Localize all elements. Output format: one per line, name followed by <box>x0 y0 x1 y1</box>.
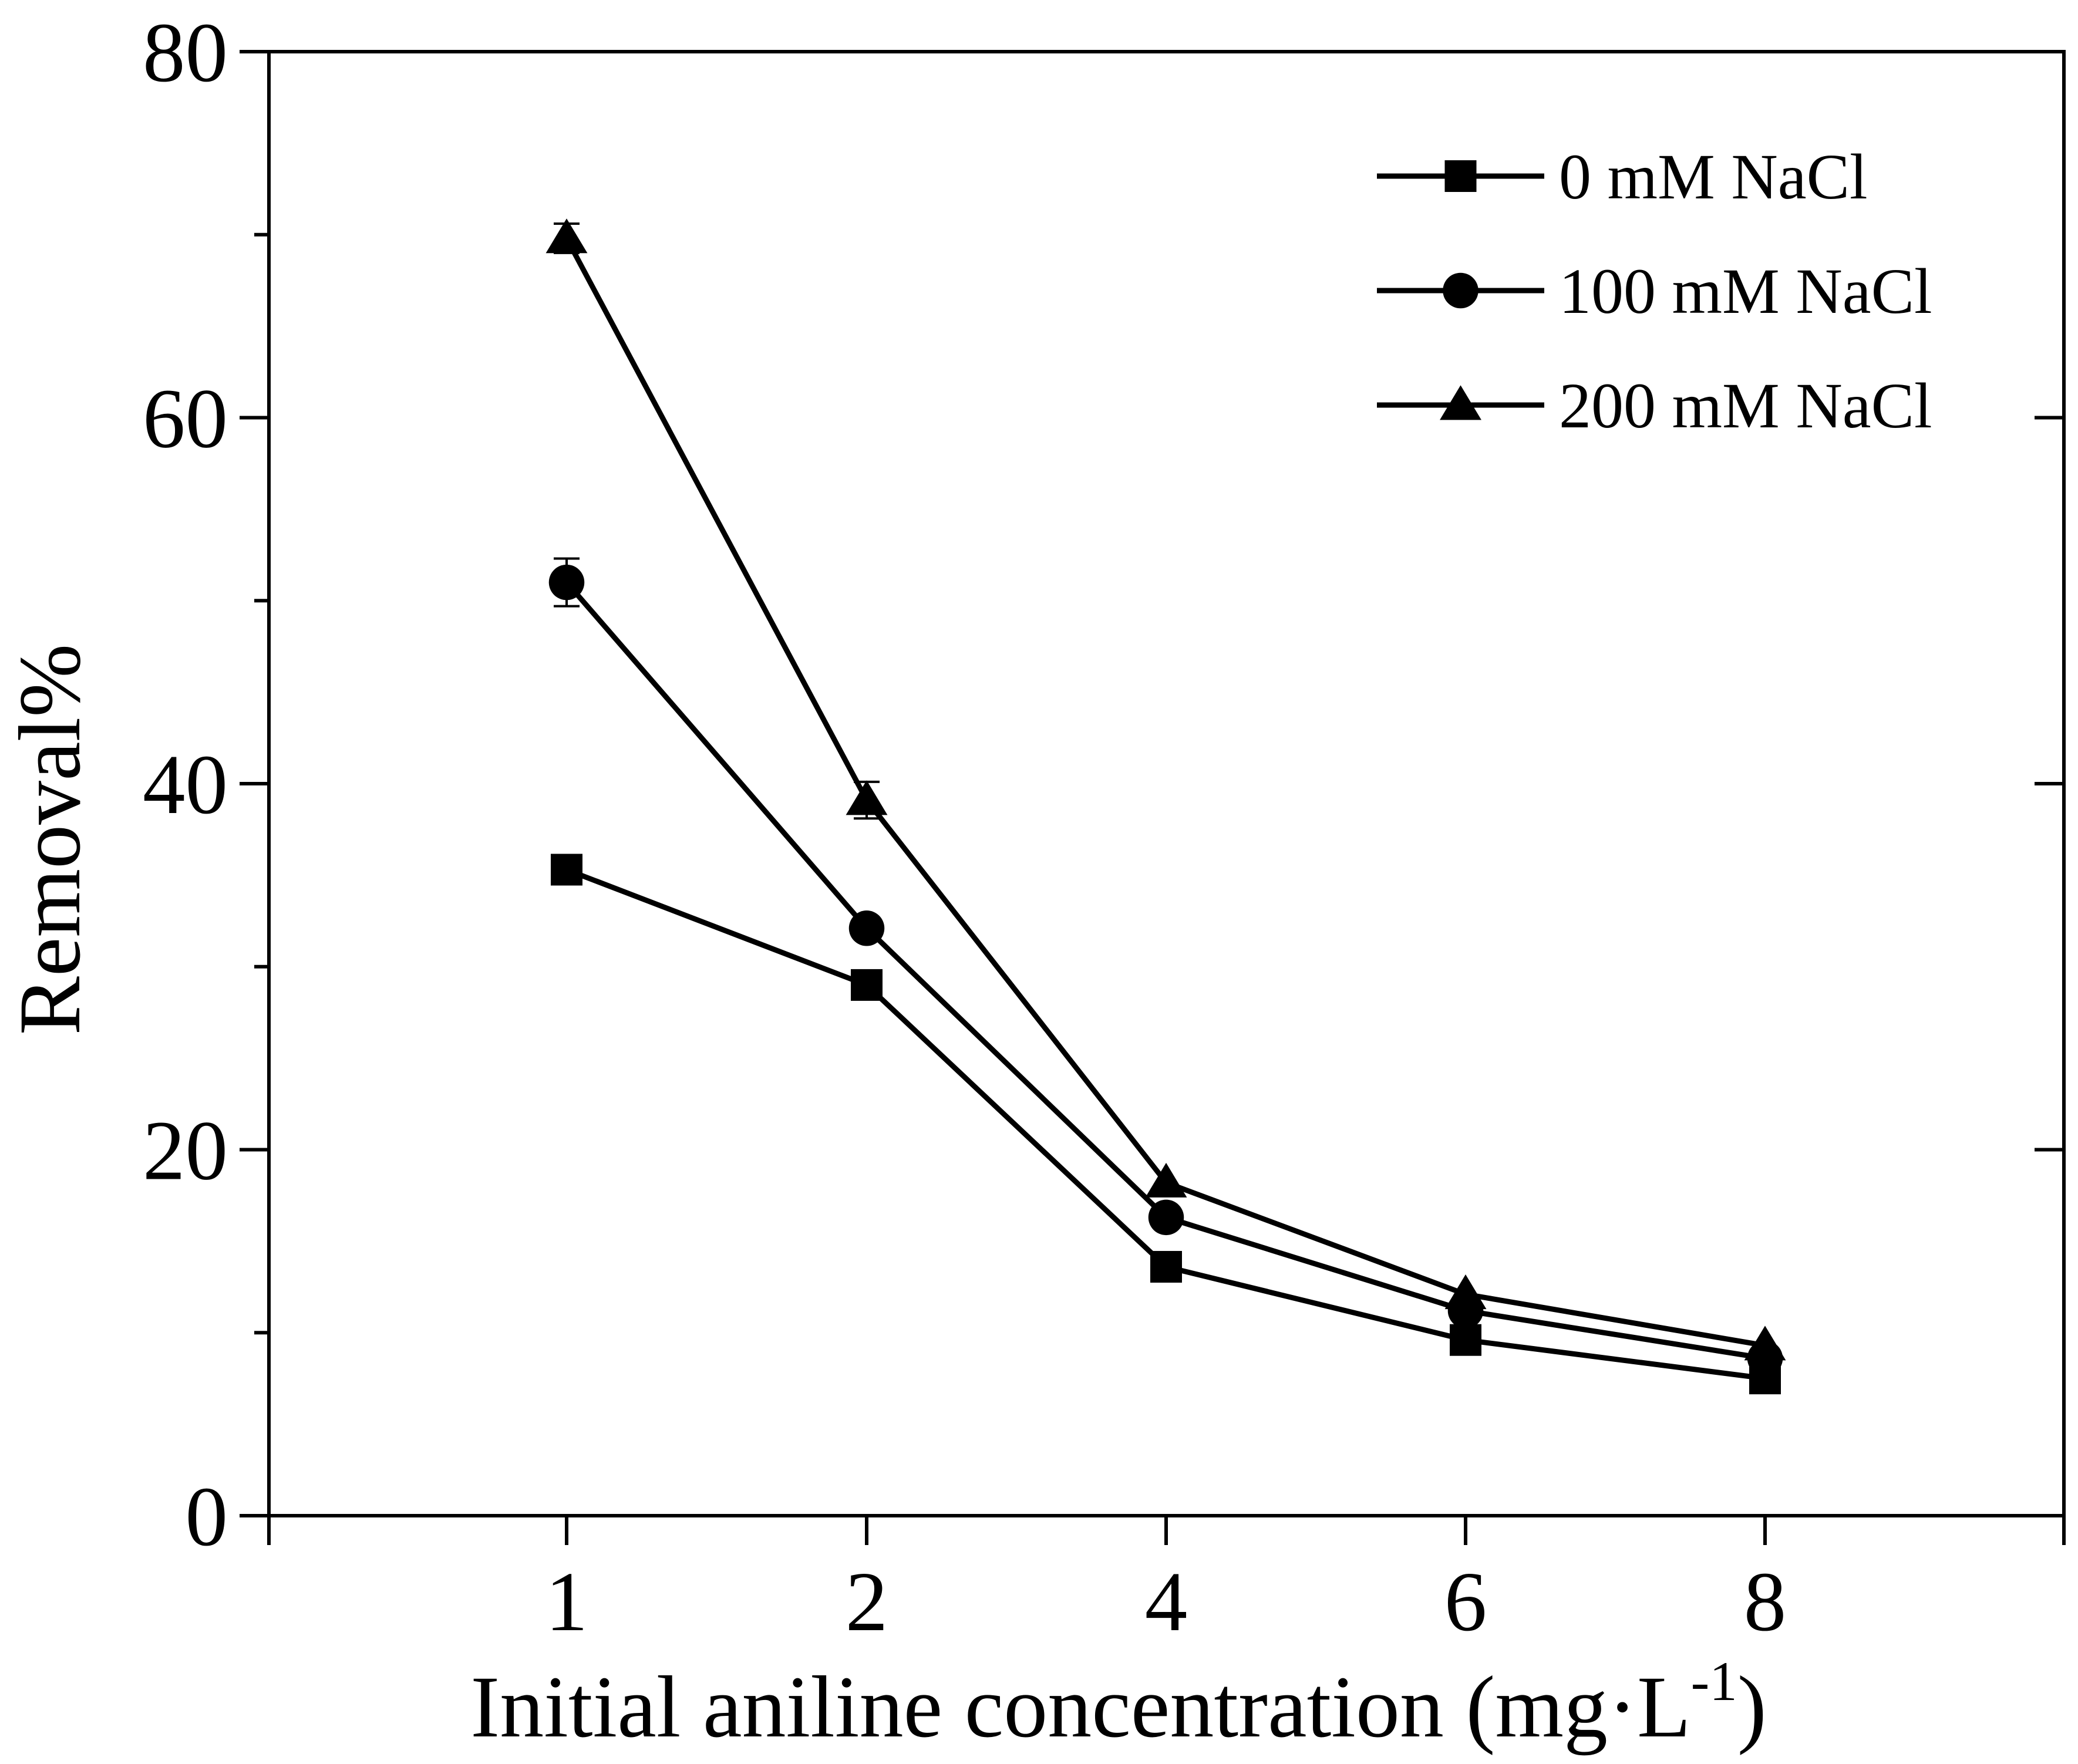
ticks: 0 20 40 60 80 1 2 4 6 8 <box>143 6 2066 1649</box>
x-tick-label-6: 6 <box>1444 1555 1487 1649</box>
point-s2-3 <box>1444 1274 1487 1310</box>
legend-marker-0 <box>1444 160 1477 192</box>
legend: 0 mM NaCl 100 mM NaCl 200 mM NaCl <box>1377 141 1932 441</box>
point-s1-2 <box>1148 1199 1184 1236</box>
y-axis-title: Removal% <box>1 644 99 1036</box>
point-s2-0 <box>545 218 588 254</box>
y-tick-label-20: 20 <box>143 1104 228 1198</box>
legend-label-0: 0 mM NaCl <box>1559 141 1868 213</box>
point-s2-1 <box>846 780 888 815</box>
legend-marker-1 <box>1443 272 1478 309</box>
point-s2-4 <box>1744 1325 1786 1361</box>
x-axis-title-main: Initial aniline concentration (mg·L <box>470 1658 1690 1756</box>
point-s0-3 <box>1450 1324 1481 1356</box>
x-tick-label-2: 2 <box>846 1555 888 1649</box>
legend-label-1: 100 mM NaCl <box>1559 255 1932 327</box>
point-s0-1 <box>851 969 883 1001</box>
point-s2-2 <box>1145 1162 1187 1198</box>
series-line-0 <box>565 867 1766 1381</box>
y-tick-label-0: 0 <box>186 1470 228 1564</box>
x-tick-label-4: 4 <box>1145 1555 1188 1649</box>
x-axis-title-sup: -1 <box>1691 1650 1737 1712</box>
series-group <box>545 218 1786 1395</box>
x-tick-label-1: 1 <box>545 1555 588 1649</box>
y-tick-label-60: 60 <box>143 372 228 466</box>
series-line-1 <box>564 581 1766 1361</box>
point-s0-0 <box>551 854 582 886</box>
legend-marker-2 <box>1440 385 1481 420</box>
point-s1-1 <box>848 910 885 946</box>
x-axis-title: Initial aniline concentration (mg·L-1) <box>470 1650 1767 1756</box>
y-tick-label-40: 40 <box>143 738 228 832</box>
y-tick-label-80: 80 <box>143 6 228 100</box>
x-tick-label-8: 8 <box>1744 1555 1787 1649</box>
point-s0-2 <box>1150 1251 1182 1283</box>
point-s1-0 <box>548 564 585 601</box>
x-axis-title-close: ) <box>1737 1658 1767 1756</box>
legend-label-2: 200 mM NaCl <box>1559 370 1932 441</box>
